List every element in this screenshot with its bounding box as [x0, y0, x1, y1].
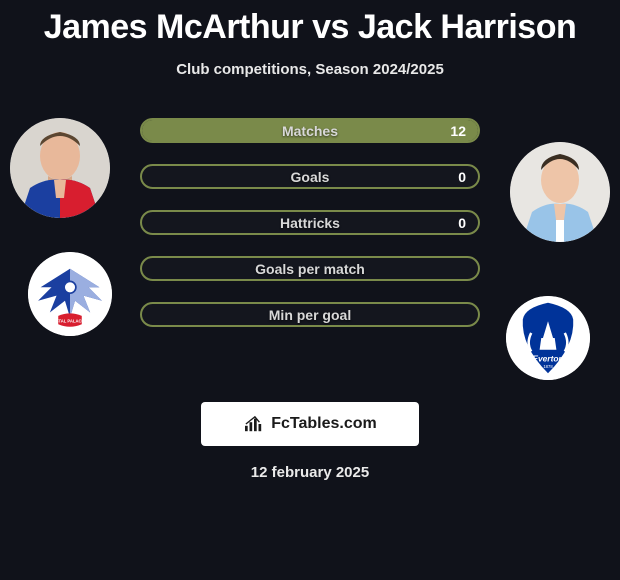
club-right-crest: Everton 1878 — [506, 296, 590, 380]
svg-text:CRYSTAL PALACE F.C.: CRYSTAL PALACE F.C. — [47, 319, 93, 324]
page-title: James McArthur vs Jack Harrison — [0, 8, 620, 47]
stat-bar: Min per goal — [140, 302, 480, 327]
stat-bar: Goals per match — [140, 256, 480, 281]
svg-text:1878: 1878 — [543, 364, 553, 369]
watermark-text: FcTables.com — [271, 415, 377, 433]
stat-label: Goals — [291, 169, 330, 185]
watermark: FcTables.com — [201, 402, 419, 446]
club-left-crest: CRYSTAL PALACE F.C. — [28, 252, 112, 336]
stats-area: CRYSTAL PALACE F.C. Everton 1878 Matches… — [0, 118, 620, 388]
stat-bar: Matches 12 — [140, 118, 480, 143]
svg-text:Everton: Everton — [532, 354, 563, 364]
stat-value-right: 0 — [458, 215, 466, 231]
player-left-avatar — [10, 118, 110, 218]
stat-value-right: 0 — [458, 169, 466, 185]
stat-bar: Hattricks 0 — [140, 210, 480, 235]
subtitle: Club competitions, Season 2024/2025 — [0, 61, 620, 78]
stat-bars: Matches 12 Goals 0 Hattricks 0 Goals per… — [140, 118, 480, 327]
stat-label: Matches — [282, 123, 338, 139]
date: 12 february 2025 — [0, 464, 620, 481]
stat-value-right: 12 — [450, 123, 466, 139]
chart-icon — [243, 415, 265, 433]
player-right-avatar — [510, 142, 610, 242]
stat-bar: Goals 0 — [140, 164, 480, 189]
stat-label: Min per goal — [269, 307, 351, 323]
stat-label: Goals per match — [255, 261, 365, 277]
stat-label: Hattricks — [280, 215, 340, 231]
